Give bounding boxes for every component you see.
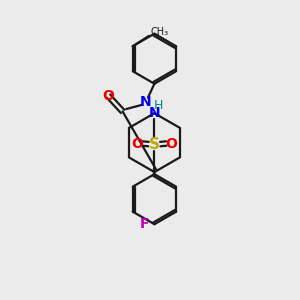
Text: O: O [131, 136, 143, 151]
Text: CH₃: CH₃ [150, 27, 169, 38]
Text: O: O [103, 89, 114, 103]
Text: O: O [166, 136, 177, 151]
Text: N: N [148, 106, 160, 120]
Text: N: N [140, 95, 152, 109]
Text: F: F [140, 217, 149, 231]
Text: H: H [153, 99, 163, 112]
Text: S: S [149, 136, 160, 152]
